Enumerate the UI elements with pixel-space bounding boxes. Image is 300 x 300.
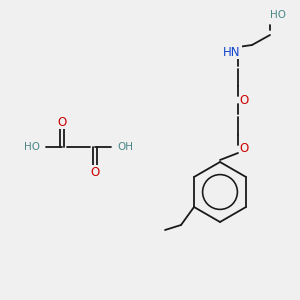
Text: O: O bbox=[57, 116, 67, 128]
Text: O: O bbox=[90, 166, 100, 178]
Text: O: O bbox=[239, 94, 249, 106]
Text: HO: HO bbox=[270, 10, 286, 20]
Text: HO: HO bbox=[24, 142, 40, 152]
Text: O: O bbox=[239, 142, 249, 155]
Text: OH: OH bbox=[117, 142, 133, 152]
Text: HN: HN bbox=[223, 46, 241, 59]
